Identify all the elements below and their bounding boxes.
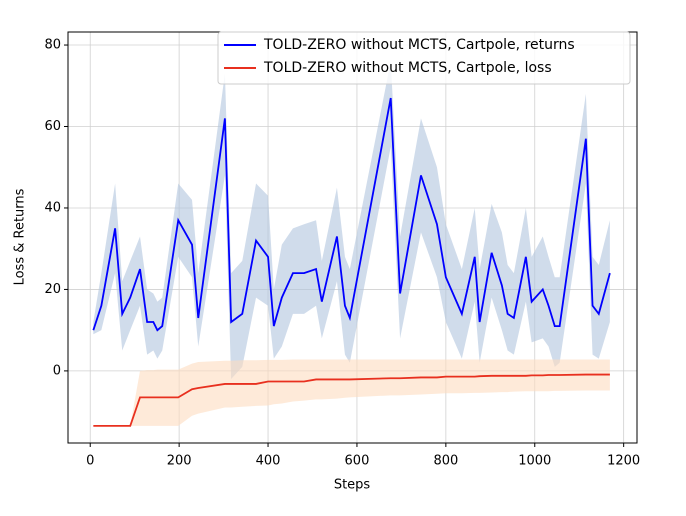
y-tick-label: 60: [44, 119, 61, 134]
band: [93, 61, 610, 380]
y-tick-label: 0: [53, 363, 61, 378]
x-tick-label: 1200: [607, 454, 640, 469]
line: [92, 97, 611, 332]
line: [93, 373, 610, 427]
x-tick-label: 800: [433, 454, 458, 469]
y-tick-label: 40: [44, 200, 61, 215]
y-tick-label: 20: [44, 282, 61, 297]
x-tick-label: 0: [86, 454, 94, 469]
y-tick-label: 80: [44, 38, 61, 53]
y-axis-label: Loss & Returns: [13, 188, 28, 285]
x-tick-label: 400: [256, 454, 281, 469]
legend-label: TOLD-ZERO without MCTS, Cartpole, return…: [263, 37, 575, 53]
x-tick-label: 600: [345, 454, 370, 469]
legend: TOLD-ZERO without MCTS, Cartpole, return…: [217, 31, 631, 85]
legend-box: [217, 31, 631, 85]
legend-label: TOLD-ZERO without MCTS, Cartpole, loss: [263, 60, 552, 76]
x-tick-label: 1000: [518, 454, 551, 469]
x-tick-label: 200: [167, 454, 192, 469]
x-axis-label: Steps: [334, 478, 371, 493]
band: [93, 359, 610, 426]
